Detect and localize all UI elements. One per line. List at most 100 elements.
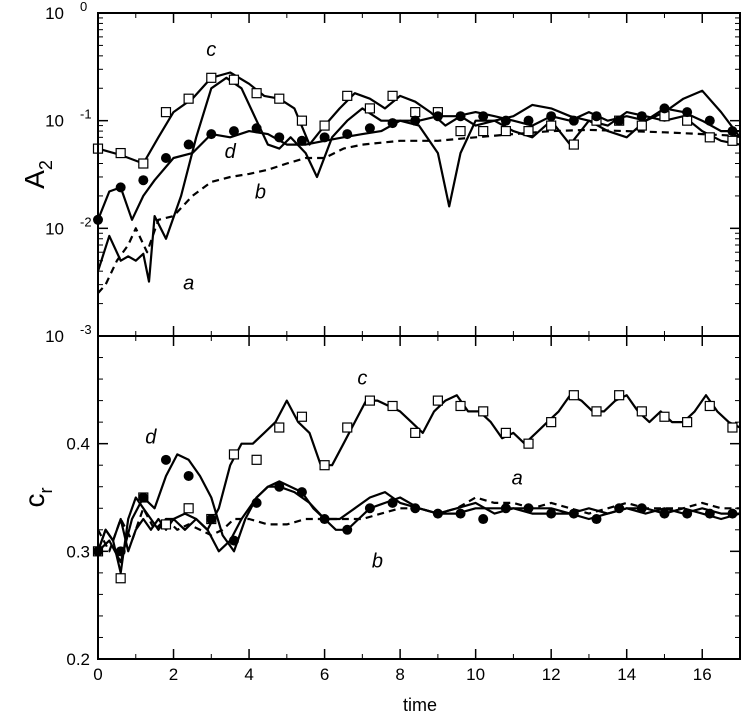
x-tick-label: 4 (244, 665, 253, 684)
marker-c (274, 422, 285, 433)
marker-c (478, 126, 489, 137)
marker-c (682, 115, 693, 126)
marker-d (274, 132, 285, 143)
marker-d (251, 123, 262, 134)
marker-d (410, 503, 421, 514)
marker-d (319, 132, 330, 143)
marker-d (160, 153, 171, 164)
marker-d (364, 503, 375, 514)
marker-c (546, 417, 557, 428)
marker-c (228, 449, 240, 460)
marker-d (546, 111, 557, 122)
marker-d (319, 514, 330, 525)
marker-c (387, 400, 398, 412)
marker-c (455, 126, 466, 137)
marker-d (659, 103, 670, 114)
marker-c (500, 427, 511, 438)
marker-d (500, 503, 511, 514)
marker-c (138, 158, 149, 169)
marker-d (682, 107, 693, 118)
panel-top: 10-3 10-2 10-1 10 0 A2 c db a (19, 0, 741, 346)
marker-d (342, 524, 353, 535)
marker-d (387, 118, 398, 129)
marker-d (614, 503, 625, 514)
marker-d (455, 111, 466, 122)
marker-d (682, 508, 693, 519)
marker-d (432, 508, 443, 519)
marker-c (115, 147, 126, 159)
y-tick-label: 0.4 (66, 435, 90, 454)
marker-d (342, 129, 353, 140)
marker-c (727, 135, 738, 146)
marker-c (296, 115, 308, 126)
marker-c (636, 120, 647, 131)
curve-label-a: a (183, 273, 194, 295)
series-line-d (98, 107, 740, 221)
marker-c (704, 132, 715, 143)
marker-d (183, 470, 194, 481)
marker-d (591, 514, 602, 525)
marker-d (432, 111, 443, 122)
marker-c (228, 74, 240, 85)
marker-c (160, 519, 172, 530)
y-tick-label: 10 -3 (45, 322, 91, 346)
marker-c (364, 103, 376, 114)
curve-label-c: c (206, 39, 216, 61)
marker-c (251, 454, 262, 465)
marker-c (183, 503, 194, 514)
series-line-b (98, 496, 740, 553)
marker-d (478, 111, 489, 122)
marker-c (319, 460, 330, 471)
marker-d (568, 115, 579, 126)
marker-c (410, 107, 421, 118)
marker-d (251, 497, 262, 508)
marker-c (115, 573, 126, 584)
marker-d (659, 508, 670, 519)
marker-c (568, 139, 579, 150)
y-tick-label: 10 -2 (45, 214, 91, 238)
marker-d (591, 111, 602, 122)
x-tick-label: 14 (617, 665, 636, 684)
x-tick-label: 16 (693, 665, 712, 684)
marker-d (636, 503, 647, 514)
x-tick-label: 10 (466, 665, 485, 684)
y-tick-label: 0.2 (66, 650, 90, 669)
marker-c (546, 120, 557, 131)
marker-d (568, 508, 579, 519)
marker-d (727, 508, 738, 519)
marker-d (478, 514, 489, 525)
panel-bottom: 0.2 0.3 0.4 0 2 4 6 8 10 12 14 16 time cr c d a b (19, 336, 741, 715)
marker-c (704, 400, 715, 412)
marker-d (727, 126, 738, 137)
x-axis-label: time (403, 695, 437, 715)
marker-d (115, 546, 126, 557)
marker-d (546, 508, 557, 519)
marker-d (183, 139, 194, 150)
marker-d (296, 487, 307, 498)
marker-c (364, 395, 376, 406)
marker-d (523, 115, 534, 126)
marker-c (500, 126, 511, 137)
marker-c (160, 107, 172, 118)
curve-label-d: d (145, 427, 157, 449)
marker-c (682, 417, 693, 428)
curve-label-d: d (225, 141, 237, 163)
marker-d (636, 111, 647, 122)
marker-c (206, 72, 217, 83)
marker-c (455, 400, 466, 412)
y-axis-label: cr (19, 488, 56, 508)
marker-d (704, 508, 715, 519)
marker-c (523, 438, 534, 449)
marker-c (478, 406, 489, 417)
marker-d (364, 123, 375, 134)
marker-c (274, 93, 285, 104)
marker-c (410, 427, 421, 438)
marker-c (432, 395, 443, 406)
marker-c (296, 411, 308, 422)
marker-c (636, 406, 647, 417)
marker-d (138, 492, 149, 503)
marker-d (228, 535, 239, 546)
x-tick-label: 8 (395, 665, 404, 684)
curve-label-c: c (357, 367, 367, 389)
